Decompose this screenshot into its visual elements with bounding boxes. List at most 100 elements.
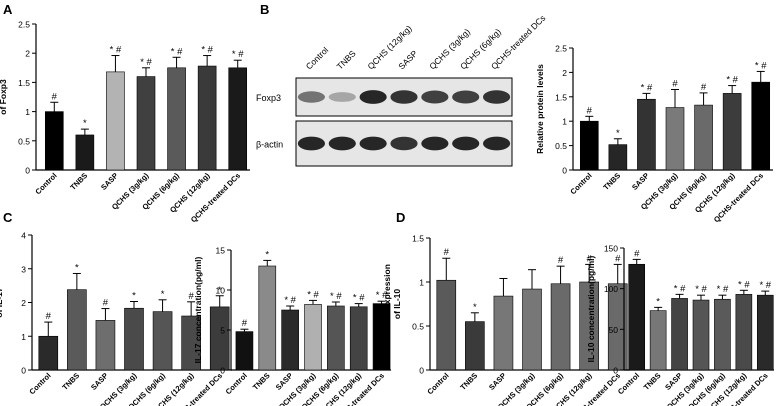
y-axis-label: of Foxp3 xyxy=(0,79,8,115)
significance-label: * # xyxy=(695,284,707,295)
significance-label: # xyxy=(558,255,564,266)
y-tick-label: 2 xyxy=(25,49,30,59)
bar xyxy=(209,306,230,371)
significance-label: * # xyxy=(641,82,653,93)
significance-label: # xyxy=(672,78,678,89)
y-tick-label: 0 xyxy=(613,366,618,376)
significance-label: * # xyxy=(201,45,213,56)
panel-label-a: A xyxy=(3,2,13,17)
significance-label: * # xyxy=(353,293,365,304)
blot-band xyxy=(482,136,511,151)
blot-band xyxy=(359,136,387,151)
y-tick-label: 2 xyxy=(562,68,567,78)
blot-band xyxy=(482,90,511,104)
blot-row-label: Foxp3 xyxy=(256,93,281,103)
blot-band xyxy=(390,136,418,151)
bar xyxy=(665,107,685,171)
significance-label: * xyxy=(656,296,660,307)
significance-label: * xyxy=(132,290,136,301)
bar xyxy=(124,307,144,371)
significance-label: # xyxy=(52,91,58,102)
significance-label: # xyxy=(188,291,194,302)
x-tick-label: Control xyxy=(425,371,450,396)
bar xyxy=(167,67,186,171)
x-tick-label: Control xyxy=(224,371,249,396)
significance-label: * xyxy=(265,249,269,260)
significance-label: * # xyxy=(755,60,767,71)
blot-band xyxy=(452,90,480,104)
x-tick-label: QCHS-treated DCs xyxy=(712,171,765,224)
y-tick-label: 0 xyxy=(21,366,26,376)
chart-c2: 0 5 10 15 IL-17 concentration(pg/ml) # Control… xyxy=(193,246,391,406)
y-tick-label: 1.5 xyxy=(412,234,424,244)
y-tick-label: 50 xyxy=(609,325,619,335)
blot-band xyxy=(421,136,449,151)
significance-label: # xyxy=(242,318,248,329)
x-tick-label: Control xyxy=(568,171,593,196)
y-tick-label: 10 xyxy=(216,286,226,296)
significance-label: * # xyxy=(717,284,729,295)
y-axis-label: of IL-17 xyxy=(0,287,4,317)
significance-label: * # xyxy=(140,57,152,68)
y-tick-label: 1.5 xyxy=(555,92,567,102)
y-tick-label: 2.5 xyxy=(18,20,30,30)
x-tick-label: TNBS xyxy=(251,371,272,392)
y-tick-label: 0 xyxy=(25,166,30,176)
bar xyxy=(197,65,217,171)
significance-label: * xyxy=(75,262,79,273)
bar xyxy=(608,144,628,171)
bar xyxy=(550,283,571,371)
blot-band xyxy=(421,90,449,104)
significance-label: # xyxy=(587,105,593,116)
blot-band xyxy=(359,90,387,104)
bar xyxy=(136,76,156,171)
y-tick-label: 100 xyxy=(604,284,618,294)
y-tick-label: 0 xyxy=(562,166,567,176)
x-tick-label: TNBS xyxy=(642,371,663,392)
x-tick-label: TNBS xyxy=(458,371,479,392)
significance-label: # xyxy=(634,248,640,259)
y-tick-label: 1.5 xyxy=(18,78,30,88)
bar xyxy=(258,265,277,371)
blot-band xyxy=(452,136,480,151)
bar xyxy=(579,120,599,171)
y-tick-label: 0 xyxy=(419,366,424,376)
y-tick-label: 1 xyxy=(25,107,30,117)
bar xyxy=(637,98,656,171)
significance-label: # xyxy=(701,82,707,93)
bar xyxy=(756,294,774,371)
x-tick-label: Control xyxy=(33,171,58,196)
bar xyxy=(75,134,95,171)
significance-label: * xyxy=(83,118,87,129)
bar xyxy=(735,294,753,371)
y-axis-label: of IL-10 xyxy=(392,289,402,319)
lane-label: QCHS-treated DCs xyxy=(489,13,548,72)
bar xyxy=(304,304,322,371)
charts: 0 0.5 1 1.5 2 2.5 Relative expression of Foxp3 #… xyxy=(0,20,774,406)
significance-label: * # xyxy=(307,289,319,300)
x-tick-label: TNBS xyxy=(68,171,89,192)
bar xyxy=(38,335,59,371)
significance-label: # xyxy=(46,311,52,322)
x-tick-label: TNBS xyxy=(60,371,81,392)
significance-label: # xyxy=(444,247,450,258)
significance-label: * xyxy=(616,128,620,139)
significance-label: * xyxy=(473,302,477,313)
x-tick-label: SASP xyxy=(630,171,651,192)
y-tick-label: 0.5 xyxy=(555,141,567,151)
bar xyxy=(235,331,254,371)
western-blot: Control TNBS QCHS (12g/kg)SASP QCHS (3g/kg)… xyxy=(256,13,548,167)
bar xyxy=(692,299,710,371)
x-tick-label: Control xyxy=(616,371,641,396)
y-axis-label: Relative expression xyxy=(382,264,392,344)
blot-band xyxy=(390,90,418,104)
bar xyxy=(281,309,299,371)
bar xyxy=(671,298,688,371)
y-axis-label: IL-17 concentration(pg/ml) xyxy=(193,256,203,363)
y-tick-label: 1 xyxy=(562,117,567,127)
blot-band xyxy=(328,136,356,151)
bar xyxy=(327,305,345,371)
x-tick-label: SASP xyxy=(89,371,110,392)
blot-band xyxy=(297,136,326,151)
